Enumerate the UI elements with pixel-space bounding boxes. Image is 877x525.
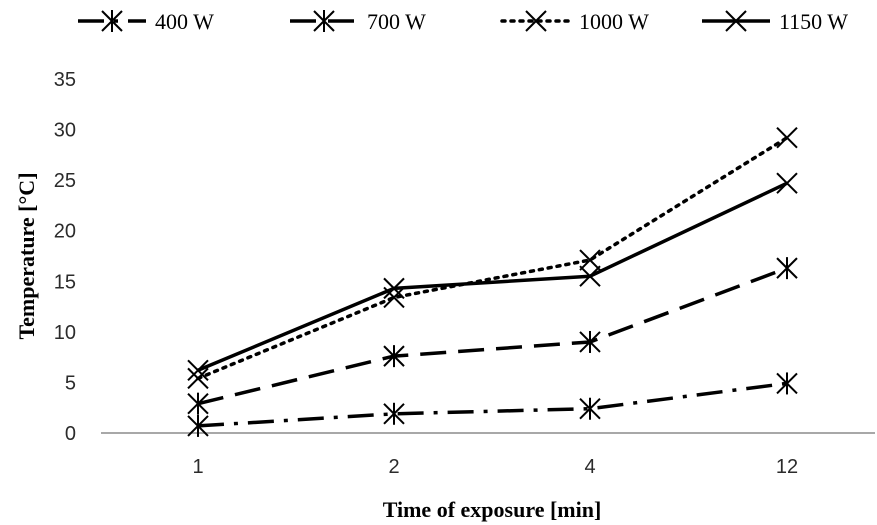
y-axis-ticks: 0 5 10 15 20 25 30 35 [54,69,76,445]
series-line [197,381,788,428]
series-700w [187,257,798,415]
y-tick-label: 35 [54,69,76,91]
x-tick-label: 12 [776,456,798,478]
data-point [579,249,601,271]
legend-marker [725,10,747,32]
y-tick-label: 0 [65,423,76,445]
data-point [776,372,798,395]
data-point [383,345,405,368]
legend-marker [101,10,123,32]
data-point [776,257,798,280]
data-point [383,402,405,425]
data-point [579,397,601,420]
data-point [776,172,798,194]
series-line [197,266,788,406]
legend-item: 400 W [78,9,214,34]
series-1000w [187,126,798,390]
data-point [187,367,209,390]
legend-item: 1000 W [500,9,649,34]
y-tick-label: 5 [65,372,76,394]
legend-label: 400 W [155,9,214,34]
y-tick-label: 25 [54,170,76,192]
y-axis-title: Temperature [°C] [14,172,39,339]
legend-label: 700 W [367,9,426,34]
legend-marker [525,10,547,32]
data-point [187,392,209,415]
y-tick-label: 30 [54,120,76,142]
series-line [196,135,789,381]
x-axis-title: Time of exposure [min] [383,497,602,522]
x-tick-label: 2 [388,456,399,478]
legend-item: 700 W [290,9,426,34]
series-layer [187,126,798,437]
legend: 400 W 700 W 1000 W 1150 W [78,9,848,34]
series-line [197,181,788,372]
y-tick-label: 10 [54,322,76,344]
x-tick-label: 4 [584,456,595,478]
legend-marker [313,10,335,32]
legend-label: 1000 W [579,9,649,34]
data-point [187,414,209,437]
data-point [383,277,405,300]
y-tick-label: 15 [54,271,76,293]
x-tick-label: 1 [192,456,203,478]
y-tick-label: 20 [54,221,76,243]
data-point [579,330,601,353]
series-400w [187,372,798,437]
series-1150w [187,172,798,381]
legend-label: 1150 W [779,9,848,34]
legend-item: 1150 W [702,9,848,34]
data-point [579,265,601,287]
data-point [776,126,798,149]
x-axis-ticks: 1 2 4 12 [192,456,798,478]
data-point [187,359,209,381]
